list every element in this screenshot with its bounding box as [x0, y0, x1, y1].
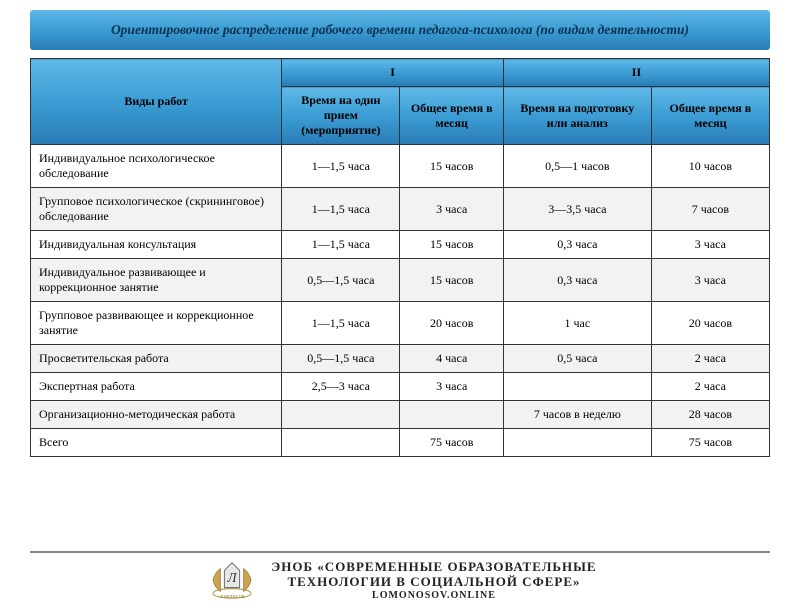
- cell-c4: 20 часов: [651, 302, 769, 345]
- table-row: Всего 75 часов 75 часов: [31, 429, 770, 457]
- cell-c4: 2 часа: [651, 345, 769, 373]
- time-distribution-table: Виды работ I II Время на один прием (мер…: [30, 58, 770, 457]
- cell-name: Всего: [31, 429, 282, 457]
- table-row: Экспертная работа2,5—3 часа3 часа 2 часа: [31, 373, 770, 401]
- cell-c3: 7 часов в неделю: [503, 401, 651, 429]
- svg-text:ЛОМОНОСОВ: ЛОМОНОСОВ: [220, 596, 245, 600]
- footer-line-3: LOMONOSOV.ONLINE: [271, 590, 596, 602]
- page-title: Ориентировочное распределение рабочего в…: [30, 10, 770, 50]
- cell-c3: 3—3,5 часа: [503, 188, 651, 231]
- logo-icon: Л ЛОМОНОСОВ: [203, 559, 261, 601]
- cell-c3: [503, 373, 651, 401]
- cell-c4: 75 часов: [651, 429, 769, 457]
- table-row: Организационно-методическая работа 7 часо…: [31, 401, 770, 429]
- table-body: Индивидуальное психологическое обследова…: [31, 145, 770, 457]
- cell-c2: 3 часа: [400, 188, 503, 231]
- footer-text: ЭНОБ «СОВРЕМЕННЫЕ ОБРАЗОВАТЕЛЬНЫЕ ТЕХНОЛ…: [271, 559, 596, 602]
- cell-name: Групповое развивающее и коррекционное за…: [31, 302, 282, 345]
- cell-c1: 0,5—1,5 часа: [282, 345, 400, 373]
- cell-c2: 20 часов: [400, 302, 503, 345]
- cell-name: Организационно-методическая работа: [31, 401, 282, 429]
- col-header-name: Виды работ: [31, 59, 282, 145]
- cell-c4: 3 часа: [651, 259, 769, 302]
- cell-c1: [282, 429, 400, 457]
- table-row: Индивидуальная консультация1—1,5 часа15 …: [31, 231, 770, 259]
- cell-c2: 3 часа: [400, 373, 503, 401]
- cell-c1: [282, 401, 400, 429]
- cell-c1: 2,5—3 часа: [282, 373, 400, 401]
- cell-name: Групповое психологическое (скрининговое)…: [31, 188, 282, 231]
- cell-c3: 0,3 часа: [503, 259, 651, 302]
- cell-c2: 75 часов: [400, 429, 503, 457]
- col-header-c4: Общее время в месяц: [651, 87, 769, 145]
- cell-c2: 15 часов: [400, 259, 503, 302]
- col-header-c3: Время на подготовку или анализ: [503, 87, 651, 145]
- cell-c1: 1—1,5 часа: [282, 302, 400, 345]
- svg-text:Л: Л: [227, 570, 238, 585]
- cell-c4: 28 часов: [651, 401, 769, 429]
- cell-c4: 3 часа: [651, 231, 769, 259]
- footer-line-1: ЭНОБ «СОВРЕМЕННЫЕ ОБРАЗОВАТЕЛЬНЫЕ: [271, 559, 596, 575]
- footer-line-2: ТЕХНОЛОГИИ В СОЦИАЛЬНОЙ СФЕРЕ»: [271, 574, 596, 590]
- table-row: Просветительская работа0,5—1,5 часа4 час…: [31, 345, 770, 373]
- cell-name: Просветительская работа: [31, 345, 282, 373]
- cell-c1: 1—1,5 часа: [282, 145, 400, 188]
- table-row: Индивидуальное развивающее и коррекционн…: [31, 259, 770, 302]
- cell-c3: 0,5 часа: [503, 345, 651, 373]
- cell-c3: 0,3 часа: [503, 231, 651, 259]
- cell-c2: [400, 401, 503, 429]
- cell-c1: 1—1,5 часа: [282, 231, 400, 259]
- cell-c2: 15 часов: [400, 231, 503, 259]
- cell-c4: 7 часов: [651, 188, 769, 231]
- table-row: Групповое психологическое (скрининговое)…: [31, 188, 770, 231]
- col-header-c2: Общее время в месяц: [400, 87, 503, 145]
- cell-name: Индивидуальное психологическое обследова…: [31, 145, 282, 188]
- cell-c3: 1 час: [503, 302, 651, 345]
- cell-name: Экспертная работа: [31, 373, 282, 401]
- cell-name: Индивидуальное развивающее и коррекционн…: [31, 259, 282, 302]
- table-row: Групповое развивающее и коррекционное за…: [31, 302, 770, 345]
- cell-c2: 15 часов: [400, 145, 503, 188]
- cell-name: Индивидуальная консультация: [31, 231, 282, 259]
- cell-c4: 10 часов: [651, 145, 769, 188]
- footer: Л ЛОМОНОСОВ ЭНОБ «СОВРЕМЕННЫЕ ОБРАЗОВАТЕ…: [30, 551, 770, 602]
- cell-c2: 4 часа: [400, 345, 503, 373]
- col-group-1: I: [282, 59, 504, 87]
- col-header-c1: Время на один прием (мероприятие): [282, 87, 400, 145]
- cell-c1: 1—1,5 часа: [282, 188, 400, 231]
- col-group-2: II: [503, 59, 769, 87]
- table-row: Индивидуальное психологическое обследова…: [31, 145, 770, 188]
- cell-c3: [503, 429, 651, 457]
- cell-c1: 0,5—1,5 часа: [282, 259, 400, 302]
- cell-c3: 0,5—1 часов: [503, 145, 651, 188]
- cell-c4: 2 часа: [651, 373, 769, 401]
